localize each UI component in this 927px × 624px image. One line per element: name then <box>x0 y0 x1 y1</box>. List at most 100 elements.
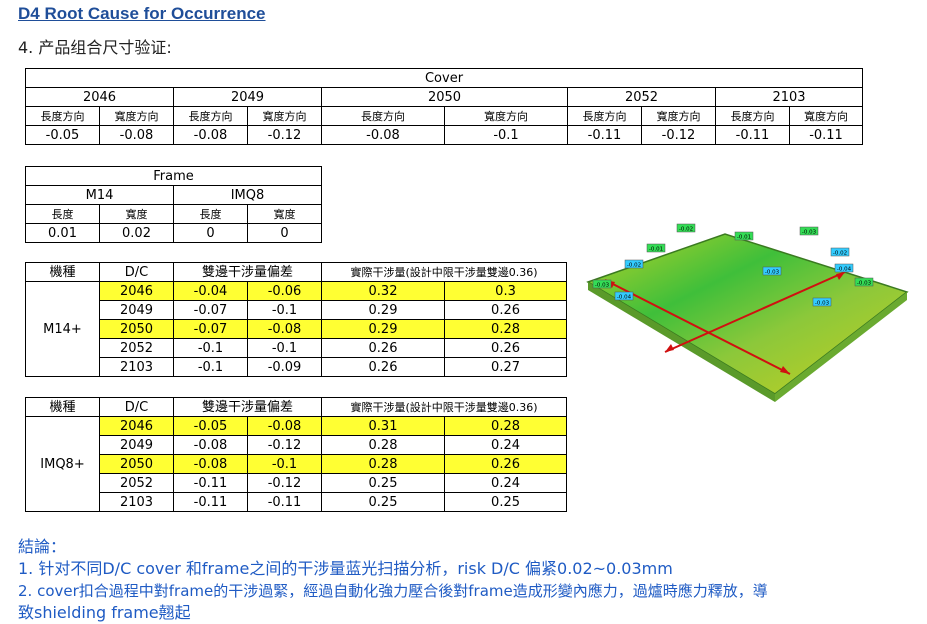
value-cell: -0.04 <box>173 281 248 301</box>
value-cell: -0.12 <box>246 435 323 455</box>
value-cell: 0.29 <box>321 319 446 339</box>
value-cell: -0.06 <box>246 281 323 301</box>
cover-value: -0.11 <box>567 125 642 145</box>
measurement-arrow <box>604 279 791 375</box>
scan-label-box <box>762 266 782 276</box>
cover-subheader: 長度方向 <box>567 106 642 126</box>
conclusion-block: 結論： 1. 针对不同D/C cover 和frame之间的干涉量蓝光扫描分析，… <box>18 536 923 624</box>
scan-label-box <box>646 243 666 253</box>
scan-label-text: -0.02 <box>679 227 693 233</box>
table-row: 2049 -0.08 -0.12 0.28 0.24 <box>26 435 568 455</box>
frame-value: 0 <box>246 223 323 243</box>
table-row: 2049 -0.07 -0.1 0.29 0.26 <box>26 300 568 320</box>
value-cell: 0.25 <box>321 473 446 493</box>
page-title: D4 Root Cause for Occurrence <box>18 4 266 23</box>
scan-label-text: -0.04 <box>837 267 852 273</box>
value-cell: 0.28 <box>444 416 568 436</box>
value-cell: -0.09 <box>246 357 323 377</box>
dc-cell: 2050 <box>99 319 174 339</box>
scan-label-box <box>812 297 832 307</box>
scan-label-text: -0.02 <box>833 251 847 257</box>
value-cell: -0.1 <box>246 300 323 320</box>
frame-side-wall <box>588 282 775 402</box>
table-row: 2052 -0.1 -0.1 0.26 0.26 <box>26 338 568 358</box>
value-cell: -0.11 <box>173 473 248 493</box>
model-cell: M14+ <box>25 281 100 377</box>
value-cell: 0.26 <box>321 357 446 377</box>
value-cell: 0.24 <box>444 435 568 455</box>
header-model: 機種 <box>25 262 100 282</box>
arrow-head <box>780 366 790 374</box>
scan-label-text: -0.03 <box>765 270 780 276</box>
table-row: 2050 -0.07 -0.08 0.29 0.28 <box>26 319 568 339</box>
table-row: M14+ 2046 -0.04 -0.06 0.32 0.3 <box>25 281 568 377</box>
value-cell: -0.1 <box>246 338 323 358</box>
value-cell: -0.12 <box>246 473 323 493</box>
value-cell: -0.1 <box>246 454 323 474</box>
conclusion-heading: 結論： <box>18 537 67 556</box>
dc-cell: 2046 <box>99 416 174 436</box>
value-cell: 0.3 <box>444 281 568 301</box>
m14-interference-table: 機種 D/C 雙邊干涉量偏差 實際干涉量(設計中限干涉量雙邊0.36) M14+… <box>25 262 568 377</box>
cover-subheader: 寬度方向 <box>99 106 174 126</box>
header-dc: D/C <box>99 397 174 417</box>
cover-value: -0.12 <box>247 125 322 145</box>
model-cell: IMQ8+ <box>25 416 100 512</box>
cover-subheader: 長度方向 <box>25 106 100 126</box>
table-row: 2103 -0.11 -0.11 0.25 0.25 <box>26 492 568 512</box>
scan-label-text: -0.03 <box>857 281 872 287</box>
conclusion-line-1: 1. 针对不同D/C cover 和frame之间的干涉量蓝光扫描分析，risk… <box>18 559 673 578</box>
header-actual: 實際干涉量(設計中限干涉量雙邊0.36) <box>321 262 568 282</box>
value-cell: -0.08 <box>246 319 323 339</box>
measurement-arrow <box>664 271 846 353</box>
header-deviation: 雙邊干涉量偏差 <box>172 397 323 417</box>
value-cell: 0.25 <box>321 492 446 512</box>
scan-label-box <box>734 231 754 241</box>
scan-label-text: -0.03 <box>815 301 830 307</box>
scan-label-text: -0.02 <box>627 263 641 269</box>
value-cell: 0.27 <box>444 357 568 377</box>
table-row: 2103 -0.1 -0.09 0.26 0.27 <box>26 357 568 377</box>
scan-label-box <box>830 247 850 257</box>
cover-subheader: 長度方向 <box>321 106 445 126</box>
value-cell: -0.05 <box>173 416 248 436</box>
value-cell: -0.1 <box>173 338 248 358</box>
cover-group: 2046 <box>25 87 174 107</box>
frame-group: IMQ8 <box>172 185 323 205</box>
section-subtitle: 4. 产品组合尺寸验证: <box>18 38 172 57</box>
frame-value: 0 <box>173 223 248 243</box>
cover-value: -0.1 <box>444 125 568 145</box>
scan-label-box <box>614 291 634 301</box>
table-row: IMQ8+ 2046 -0.05 -0.08 0.31 0.28 <box>25 416 568 512</box>
value-cell: 0.26 <box>444 300 568 320</box>
value-cell: 0.29 <box>321 300 446 320</box>
header-actual: 實際干涉量(設計中限干涉量雙邊0.36) <box>321 397 568 417</box>
scan-label-text: -0.01 <box>737 235 751 241</box>
frame-table: Frame M14 IMQ8 長度 寬度 長度 寬度 0.01 0.02 0 0 <box>24 166 323 243</box>
cover-value: -0.08 <box>99 125 174 145</box>
table-row: 2052 -0.11 -0.12 0.25 0.24 <box>26 473 568 493</box>
conclusion-line-2: 2. cover扣合過程中對frame的干涉過緊，經過自動化強力壓合後對fram… <box>18 582 768 600</box>
scan-label-text: -0.03 <box>802 230 817 236</box>
frame-subheader: 寬度 <box>99 204 174 224</box>
blue-light-scan-image: -0.02 -0.01 -0.01 -0.02 -0.03 -0.04 -0.03 -0.03… <box>586 223 909 402</box>
scan-label-text: -0.01 <box>649 247 663 253</box>
cover-value: -0.08 <box>173 125 248 145</box>
cover-group: 2049 <box>173 87 322 107</box>
scan-label-text: -0.03 <box>595 283 610 289</box>
value-cell: -0.1 <box>173 357 248 377</box>
frame-subheader: 長度 <box>173 204 248 224</box>
value-cell: 0.26 <box>321 338 446 358</box>
frame-subheader: 寬度 <box>246 204 323 224</box>
value-cell: 0.28 <box>444 319 568 339</box>
value-cell: 0.26 <box>444 454 568 474</box>
cover-table: Cover 2046 2049 2050 2052 2103 長度方向 寬度方向… <box>24 68 864 145</box>
dc-cell: 2052 <box>99 338 174 358</box>
cover-subheader: 寬度方向 <box>444 106 568 126</box>
frame-value: 0.02 <box>99 223 174 243</box>
dc-cell: 2052 <box>99 473 174 493</box>
value-cell: -0.08 <box>173 454 248 474</box>
scan-label-text: -0.04 <box>617 295 632 301</box>
frame-value: 0.01 <box>25 223 100 243</box>
dc-cell: 2049 <box>99 435 174 455</box>
